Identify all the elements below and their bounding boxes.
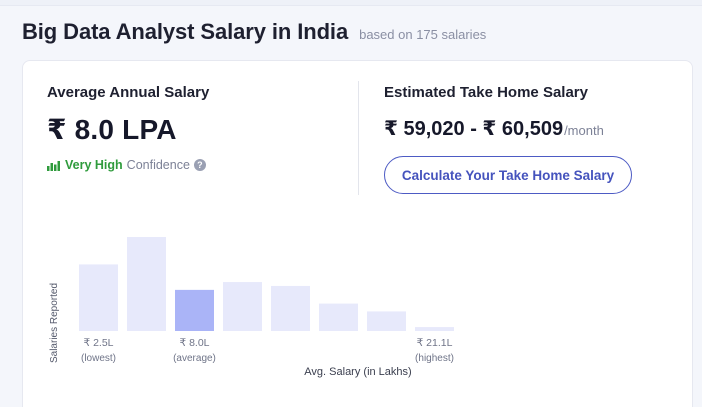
bar bbox=[319, 303, 358, 331]
x-tick-sublabel: (highest) bbox=[415, 353, 454, 364]
page-header: Big Data Analyst Salary in India based o… bbox=[22, 19, 486, 45]
take-home-unit: /month bbox=[564, 123, 604, 138]
average-salary-label: Average Annual Salary bbox=[47, 84, 210, 101]
bar bbox=[79, 264, 118, 331]
bar bbox=[271, 285, 310, 331]
confidence-indicator: Very High Confidence ? bbox=[47, 158, 206, 172]
x-tick-label: ₹ 8.0L bbox=[179, 337, 209, 349]
salary-distribution-chart: Salaries Reported ₹ 2.5L (lowest) ₹ 8.0L (a… bbox=[49, 237, 454, 378]
x-ticks-group: ₹ 2.5L (lowest) ₹ 8.0L (average) ₹ 21.1L (hig… bbox=[81, 337, 454, 364]
x-tick-label: ₹ 2.5L bbox=[83, 337, 113, 349]
y-axis-label: Salaries Reported bbox=[49, 283, 60, 363]
question-circle-icon[interactable]: ? bbox=[193, 159, 206, 171]
bar bbox=[127, 237, 166, 331]
take-home-value: ₹ 59,020 - ₹ 60,509 /month bbox=[384, 116, 604, 141]
bar bbox=[223, 282, 262, 331]
confidence-level: Very High bbox=[65, 158, 123, 172]
bar-average bbox=[175, 289, 214, 331]
bar bbox=[367, 311, 406, 331]
take-home-label: Estimated Take Home Salary bbox=[384, 84, 588, 101]
page-title: Big Data Analyst Salary in India bbox=[22, 19, 349, 44]
x-axis-label: Avg. Salary (in Lakhs) bbox=[304, 366, 411, 378]
salary-card: Average Annual Salary ₹ 8.0 LPA Very Hig… bbox=[22, 60, 693, 407]
bars-group bbox=[79, 237, 454, 331]
confidence-text: Confidence bbox=[126, 158, 190, 172]
bar bbox=[415, 327, 454, 331]
x-tick-sublabel: (lowest) bbox=[81, 353, 116, 364]
average-salary-value: ₹ 8.0 LPA bbox=[47, 114, 177, 145]
bar-chart-icon bbox=[47, 160, 60, 171]
salary-count-subtitle: based on 175 salaries bbox=[359, 27, 487, 42]
x-tick-label: ₹ 21.1L bbox=[417, 337, 453, 349]
vertical-divider bbox=[358, 81, 359, 195]
top-strip bbox=[0, 0, 702, 6]
x-tick-sublabel: (average) bbox=[173, 353, 216, 364]
take-home-range: ₹ 59,020 - ₹ 60,509 bbox=[384, 118, 564, 140]
calculate-take-home-button[interactable]: Calculate Your Take Home Salary bbox=[384, 156, 632, 194]
